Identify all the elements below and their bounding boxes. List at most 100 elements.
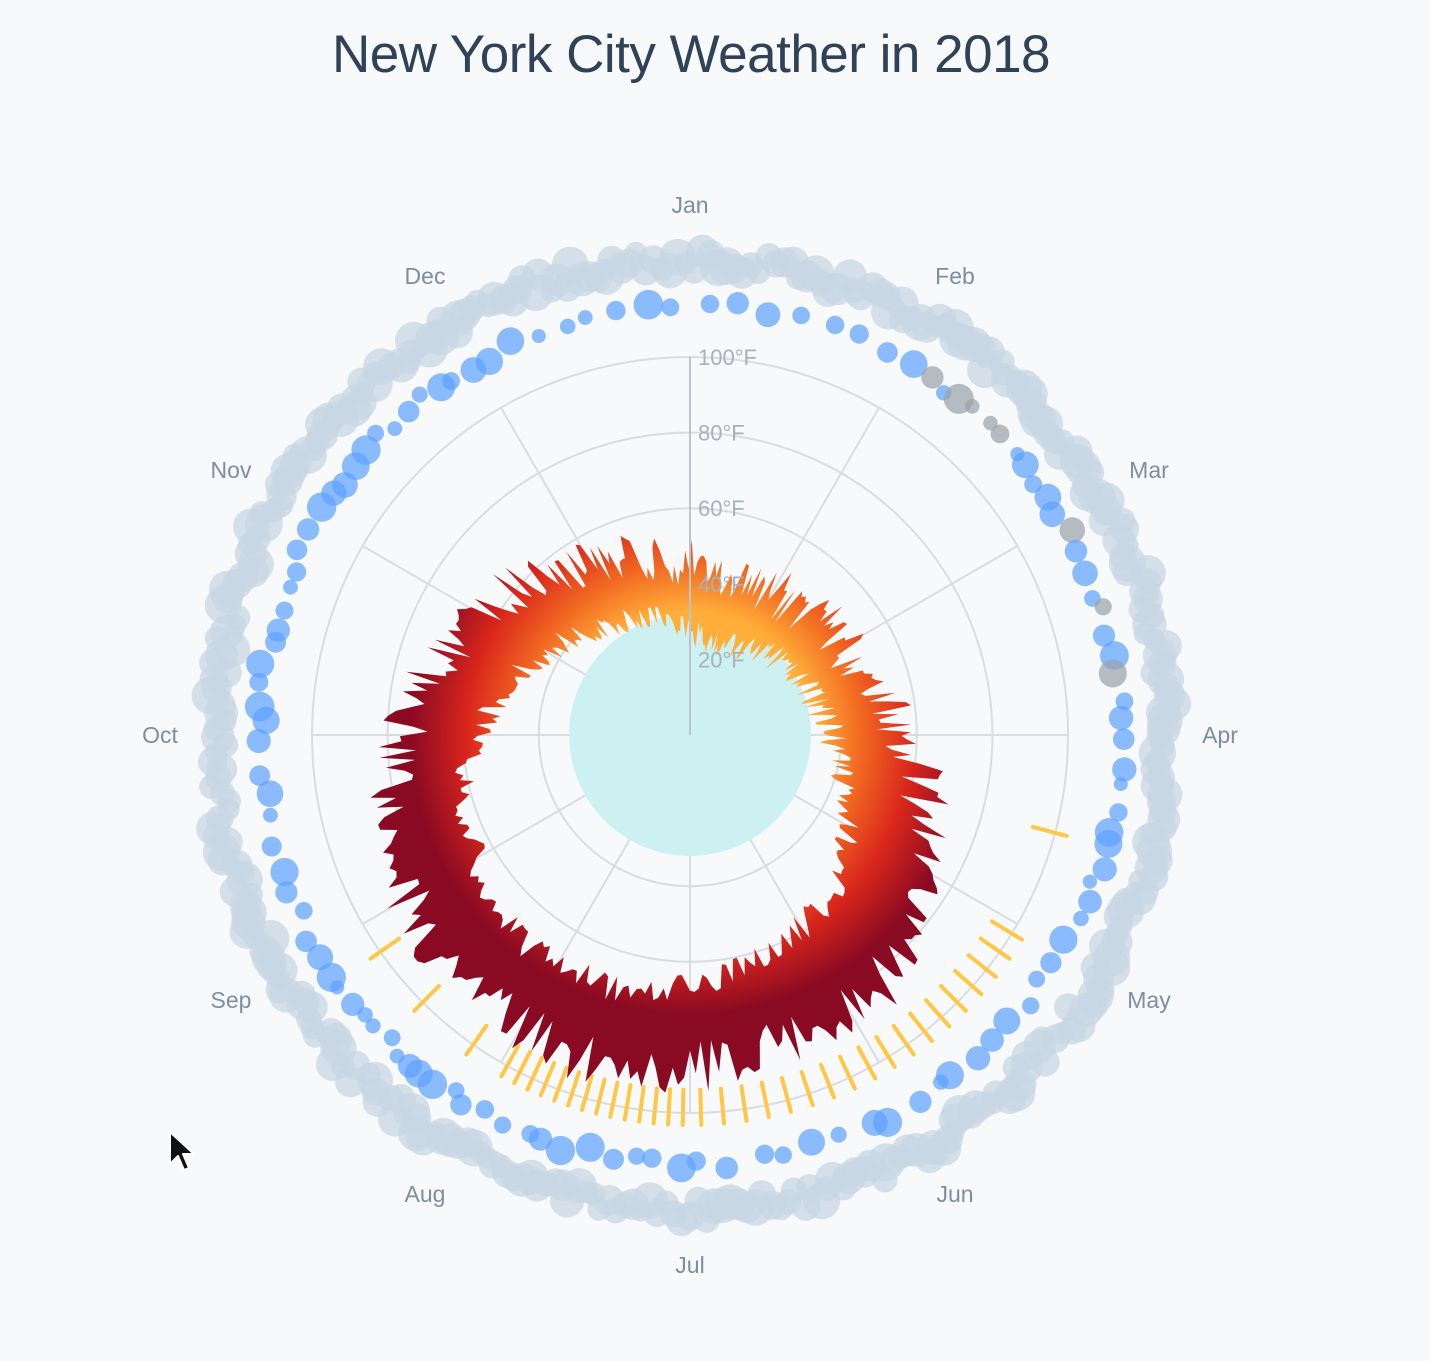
- precipitation-ring: [244, 289, 1137, 1183]
- rain-bubble: [877, 342, 898, 363]
- rain-bubble: [830, 1126, 847, 1143]
- rain-bubble: [900, 350, 928, 378]
- month-label-sep: Sep: [211, 987, 252, 1013]
- tick-label-100: 100°F: [698, 345, 757, 370]
- radial-axis-ticks: 20°F 40°F 60°F 80°F 100°F: [689, 345, 757, 735]
- month-label-oct: Oct: [142, 722, 178, 748]
- month-label-aug: Aug: [405, 1181, 446, 1207]
- sunny-day-tick: [566, 1070, 581, 1108]
- rain-bubble: [447, 1082, 465, 1099]
- rain-bubble: [1109, 803, 1128, 822]
- rain-bubble: [1113, 777, 1128, 792]
- month-label-apr: Apr: [1202, 722, 1238, 748]
- sunny-day-tick: [739, 1084, 749, 1123]
- tick-label-40: 40°F: [698, 572, 745, 597]
- rain-bubble: [603, 1148, 624, 1170]
- sunny-day-tick: [464, 1023, 489, 1057]
- rain-bubble: [700, 294, 720, 314]
- sunny-day-tick: [412, 984, 441, 1013]
- chart-title: New York City Weather in 2018: [331, 25, 1051, 84]
- rain-bubble: [1112, 757, 1137, 782]
- temperature-spikes: [370, 535, 949, 1093]
- rain-bubble: [633, 289, 664, 320]
- rain-bubble: [367, 424, 385, 442]
- snow-bubble: [1059, 517, 1086, 543]
- month-label-may: May: [1127, 987, 1171, 1013]
- month-label-mar: Mar: [1129, 457, 1169, 483]
- sunny-day-tick: [1030, 824, 1069, 838]
- rain-bubble: [307, 944, 334, 971]
- sunny-day-tick: [594, 1077, 607, 1116]
- rain-bubble: [351, 435, 381, 465]
- rain-bubble: [661, 298, 680, 317]
- rain-bubble: [575, 1132, 605, 1162]
- month-label-feb: Feb: [935, 263, 975, 289]
- sunny-day-tick: [874, 1035, 897, 1069]
- month-label-dec: Dec: [405, 263, 446, 289]
- tick-label-80: 80°F: [698, 421, 745, 446]
- sunny-day-tick: [891, 1023, 916, 1057]
- rain-bubble: [365, 1018, 381, 1034]
- month-label-jun: Jun: [936, 1181, 973, 1207]
- sunny-day-tick: [718, 1086, 726, 1126]
- sunny-day-tick: [779, 1075, 793, 1114]
- rain-bubble: [397, 400, 420, 423]
- rain-bubble: [397, 1053, 422, 1078]
- rain-bubble: [755, 1144, 775, 1164]
- sunny-day-tick: [637, 1085, 646, 1124]
- rain-bubble: [1039, 501, 1066, 528]
- sunny-day-ticks: [368, 824, 1069, 1127]
- rain-bubble: [1092, 624, 1116, 647]
- sunny-day-tick: [939, 984, 968, 1013]
- month-label-jul: Jul: [675, 1252, 704, 1278]
- sunny-day-tick: [651, 1086, 659, 1126]
- rain-bubble: [389, 1048, 405, 1064]
- sunny-day-tick: [990, 919, 1024, 942]
- rain-bubble: [261, 836, 282, 857]
- rain-bubble: [296, 518, 320, 541]
- cloud-cover-ring: [191, 234, 1192, 1237]
- rain-bubble: [1040, 952, 1062, 974]
- rain-bubble: [256, 780, 284, 807]
- sunny-day-tick: [512, 1049, 532, 1086]
- snow-bubble: [1094, 598, 1112, 616]
- sunny-day-tick: [622, 1083, 633, 1122]
- sunny-day-tick: [552, 1065, 569, 1103]
- rain-bubble: [1073, 910, 1089, 927]
- rain-bubble: [1012, 451, 1039, 479]
- sunny-day-tick: [966, 953, 998, 979]
- rain-bubble: [909, 1090, 932, 1113]
- rain-bubble: [1113, 728, 1135, 750]
- sunny-day-tick: [759, 1080, 771, 1119]
- sunny-day-tick: [368, 936, 402, 961]
- rain-bubble: [275, 881, 298, 904]
- rain-bubble: [1094, 829, 1123, 858]
- rain-bubble: [316, 962, 346, 992]
- month-label-nov: Nov: [211, 457, 252, 483]
- sunny-day-tick: [799, 1070, 815, 1108]
- sunny-day-tick: [698, 1087, 704, 1127]
- sunny-day-tick: [856, 1045, 878, 1081]
- sunny-day-tick: [538, 1061, 557, 1098]
- sunny-day-tick: [580, 1074, 594, 1112]
- snow-bubble: [921, 366, 944, 389]
- rain-bubble: [628, 1147, 646, 1165]
- rain-bubble: [1022, 997, 1040, 1015]
- rain-bubble: [993, 1007, 1021, 1035]
- rain-bubble: [450, 1094, 472, 1116]
- rain-bubble: [1108, 705, 1134, 731]
- rain-bubble: [266, 618, 290, 642]
- snow-bubble: [1098, 659, 1127, 688]
- snow-bubble: [990, 424, 1010, 444]
- rain-bubble: [287, 562, 307, 582]
- rain-bubble: [263, 807, 278, 823]
- rain-bubble: [545, 1135, 576, 1166]
- rain-bubble: [798, 1128, 825, 1156]
- rain-bubble: [755, 302, 781, 328]
- rain-bubble: [1078, 889, 1102, 914]
- sunny-day-tick: [608, 1080, 620, 1119]
- sunny-day-tick: [680, 1087, 686, 1127]
- rain-bubble: [726, 292, 749, 315]
- rain-bubble: [244, 691, 275, 722]
- sunny-day-tick: [666, 1087, 673, 1127]
